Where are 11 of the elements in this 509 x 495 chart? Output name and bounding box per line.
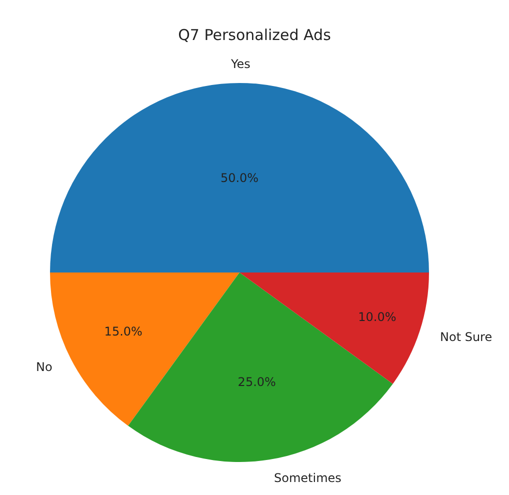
data-label: 25.0% [238,375,276,390]
slice-label: Sometimes [274,471,342,485]
data-label: 15.0% [104,324,142,339]
chart-title: Q7 Personalized Ads [178,26,332,44]
pie-slice [50,83,429,272]
slice-label: No [36,360,52,374]
data-label: 10.0% [358,310,396,324]
pie-slice [50,272,240,426]
slice-label: Not Sure [440,330,492,344]
data-label: 50.0% [220,170,259,185]
slice-label: Yes [230,57,250,71]
